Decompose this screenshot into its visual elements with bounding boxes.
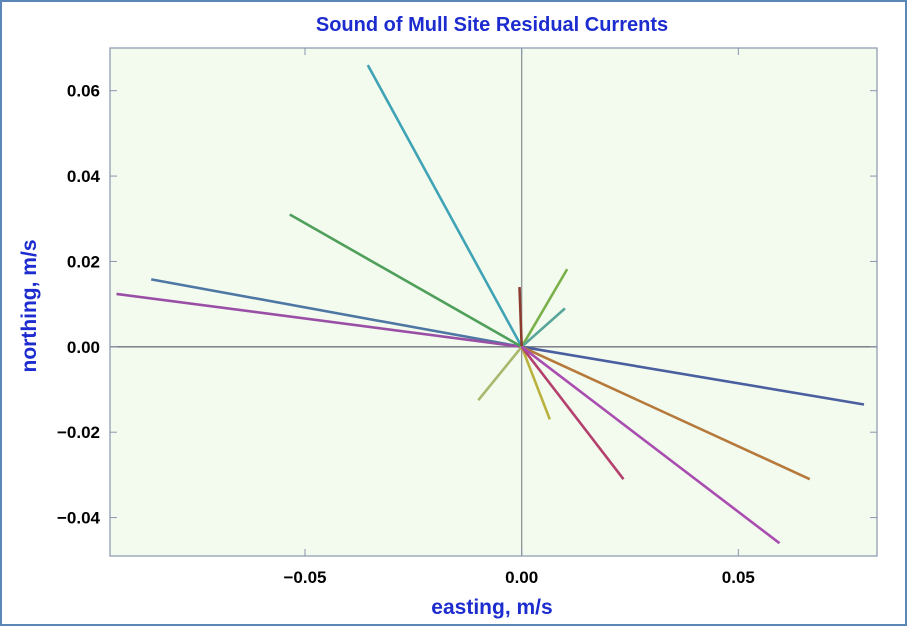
current-vector-line-2 bbox=[150, 278, 522, 349]
current-vector-line-8 bbox=[518, 287, 523, 347]
y-tick-label: −0.02 bbox=[57, 423, 100, 442]
current-vector-line-1 bbox=[521, 345, 865, 406]
x-tick-label: 0.05 bbox=[722, 568, 755, 587]
current-vector-line-9 bbox=[477, 345, 523, 402]
y-tick-label: 0.02 bbox=[67, 252, 100, 271]
chart-title: Sound of Mull Site Residual Currents bbox=[316, 14, 668, 36]
axes-lines bbox=[110, 48, 877, 556]
current-vector-line-12 bbox=[520, 346, 625, 480]
current-vector-line-5 bbox=[289, 213, 523, 348]
current-vector-line-10 bbox=[520, 346, 552, 420]
ticks-group: −0.05 0.00 0.05 −0.04 −0.02 0.00 0.02 0.04 0.06 bbox=[57, 48, 877, 587]
y-tick-label: 0.04 bbox=[67, 167, 101, 186]
x-axis-label: easting, m/s bbox=[431, 596, 552, 619]
current-vector-line-11 bbox=[521, 345, 811, 481]
current-vector-line-7 bbox=[520, 307, 566, 348]
y-axis-label: northing, m/s bbox=[18, 240, 41, 373]
plot-area bbox=[109, 47, 878, 557]
y-tick-label: 0.06 bbox=[67, 82, 100, 101]
y-tick-label: −0.04 bbox=[57, 509, 101, 528]
current-vector-line-13 bbox=[520, 345, 781, 545]
current-vector-line-4 bbox=[366, 64, 523, 348]
current-vector-line-3 bbox=[116, 292, 522, 349]
y-tick-label: 0.00 bbox=[67, 338, 100, 357]
current-vector-line-6 bbox=[520, 268, 569, 348]
x-tick-label: −0.05 bbox=[283, 568, 326, 587]
x-tick-label: 0.00 bbox=[505, 568, 538, 587]
series-group bbox=[116, 64, 865, 545]
